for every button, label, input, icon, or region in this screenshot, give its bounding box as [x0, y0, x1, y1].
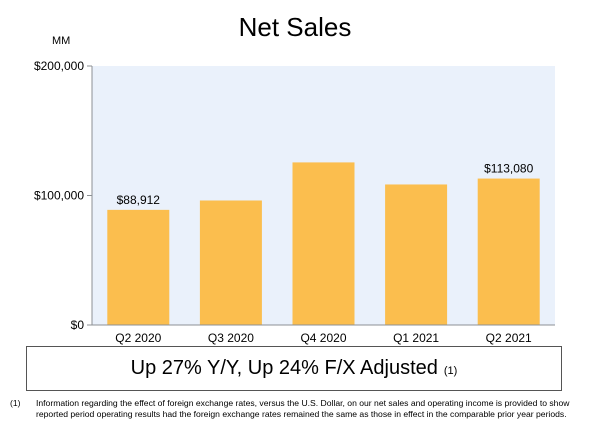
x-tick-label: Q4 2020 [300, 331, 346, 345]
y-tick-label: $200,000 [34, 59, 84, 73]
y-axis-unit-label: MM [52, 35, 71, 47]
bar-q2-2021 [477, 178, 540, 325]
footnote: (1) Information regarding the effect of … [10, 398, 585, 420]
data-label: $88,912 [117, 193, 161, 207]
data-labels: $88,912 $113,080 [117, 162, 534, 207]
growth-callout-box: Up 27% Y/Y, Up 24% F/X Adjusted (1) [26, 346, 562, 391]
net-sales-bar-chart: $0 $100,000 $200,000 Q2 2020 Q3 2020 Q4 2020… [34, 59, 555, 345]
bar-q2-2020 [107, 209, 170, 325]
footnote-number: (1) [10, 398, 21, 408]
y-tick-label: $100,000 [34, 189, 84, 203]
x-axis-tick-labels: Q2 2020 Q3 2020 Q4 2020 Q1 2021 Q2 2021 [115, 331, 532, 345]
bars [107, 162, 540, 325]
footnote-reference: (1) [443, 364, 458, 377]
chart-title: Net Sales [238, 12, 352, 42]
y-axis-ticks: $0 $100,000 $200,000 [34, 59, 92, 332]
footnote-text: Information regarding the effect of fore… [36, 398, 570, 419]
x-tick-label: Q2 2020 [115, 331, 161, 345]
data-label: $113,080 [484, 162, 533, 176]
bar-q4-2020 [292, 162, 355, 325]
bar-q1-2021 [385, 184, 448, 325]
x-tick-label: Q2 2021 [486, 331, 532, 345]
x-tick-label: Q3 2020 [208, 331, 254, 345]
growth-callout-text: Up 27% Y/Y, Up 24% F/X Adjusted [130, 357, 438, 379]
y-tick-label: $0 [71, 318, 85, 332]
x-tick-label: Q1 2021 [393, 331, 439, 345]
bar-q3-2020 [199, 200, 262, 325]
